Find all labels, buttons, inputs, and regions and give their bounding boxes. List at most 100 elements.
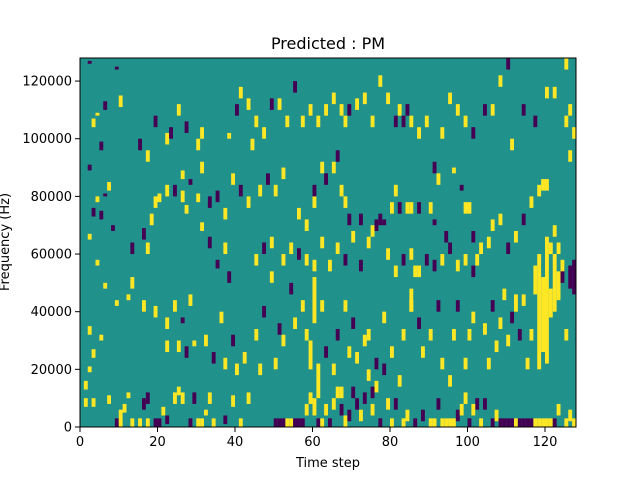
heatmap-cell [502,418,507,427]
heatmap-cell [564,418,569,427]
heatmap-cell [510,311,514,324]
heatmap-cell [339,104,344,116]
heatmap-cell [548,288,553,318]
heatmap-cell [564,58,569,70]
heatmap-cell [165,340,170,353]
heatmap-cell [180,190,185,203]
heatmap-cell [312,196,317,208]
heatmap-cell [506,418,511,427]
heatmap-cell [312,277,317,324]
heatmap-cell [390,418,394,427]
heatmap-cell [405,104,410,116]
heatmap-cell [440,357,445,370]
heatmap-cell [91,207,96,217]
heatmap-cell [289,418,294,427]
heatmap-cell [502,288,507,301]
heatmap-cell [130,418,135,427]
heatmap-cell [366,369,371,381]
plot-area [79,57,577,428]
heatmap-cell [366,236,371,249]
heatmap-cell [87,366,92,373]
heatmap-cell [378,213,383,226]
heatmap-cell [397,375,402,387]
heatmap-cell [370,115,375,128]
heatmap-cell [331,363,336,376]
heatmap-cell [95,196,100,203]
heatmap-cell [145,242,150,255]
heatmap-cell [343,196,348,208]
heatmap-cell [324,346,328,358]
heatmap-cell [409,115,414,128]
heatmap-cell [568,150,573,162]
heatmap-cell [444,418,449,427]
heatmap-cell [250,138,255,151]
heatmap-cell [455,300,460,312]
heatmap-cell [440,127,445,139]
heatmap-cell [432,259,437,272]
heatmap-cell [91,398,96,407]
heatmap-cell [312,184,317,197]
heatmap-cell [428,418,433,427]
heatmap-cell [83,398,88,407]
heatmap-cell [552,86,557,99]
heatmap-cell [568,409,573,422]
heatmap-cell [510,418,514,427]
heatmap-cell [200,418,204,427]
heatmap-cell [304,403,309,416]
heatmap-cell [413,418,418,427]
heatmap-cell [130,242,135,255]
heatmap-cell [138,138,142,151]
heatmap-cell [548,418,553,427]
plot-background [80,58,576,427]
heatmap-cell [219,311,224,324]
heatmap-cell [459,403,464,416]
y-tick-label: 120000 [22,75,72,90]
heatmap-cell [320,161,325,174]
heatmap-cell [188,294,193,306]
heatmap-cell [304,254,309,266]
heatmap-cell [269,236,274,249]
heatmap-cell [153,418,158,427]
heatmap-cell [153,196,158,208]
heatmap-cell [545,179,549,191]
heatmap-cell [572,259,576,295]
plot-frame [79,57,577,428]
heatmap-cell [316,418,321,427]
heatmap-cell [568,104,573,116]
heatmap-cell [95,259,100,266]
heatmap-cell [180,317,185,324]
heatmap-cell [378,75,383,87]
heatmap-cell [517,418,522,427]
heatmap-cell [153,115,158,128]
heatmap-cell [312,259,317,272]
heatmap-cell [556,271,561,301]
heatmap-cell [304,219,309,231]
heatmap-cell [529,418,534,427]
heatmap-cell [432,219,437,226]
heatmap-cell [316,363,321,399]
heatmap-cell [494,340,499,353]
heatmap-cell [200,222,204,231]
heatmap-cell [87,233,92,240]
heatmap-cell [308,340,313,370]
heatmap-cell [417,202,421,214]
heatmap-cell [173,300,177,312]
heatmap-cell [99,334,104,341]
heatmap-cell [479,242,483,255]
x-tick-label: 120 [533,435,558,450]
heatmap-cell [328,259,332,272]
heatmap-cell [238,86,243,99]
heatmap-cell [413,265,418,278]
heatmap-cell [235,104,239,116]
heatmap-cell [103,282,108,289]
heatmap-cell [273,357,278,370]
heatmap-cell [440,254,445,266]
heatmap-cell [126,392,131,399]
heatmap-cell [95,112,100,116]
heatmap-cell [390,346,394,358]
heatmap-cell [273,184,278,197]
heatmap-cell [471,230,476,243]
heatmap-cell [192,392,197,404]
heatmap-cell [188,179,193,185]
heatmap-cell [320,300,325,312]
